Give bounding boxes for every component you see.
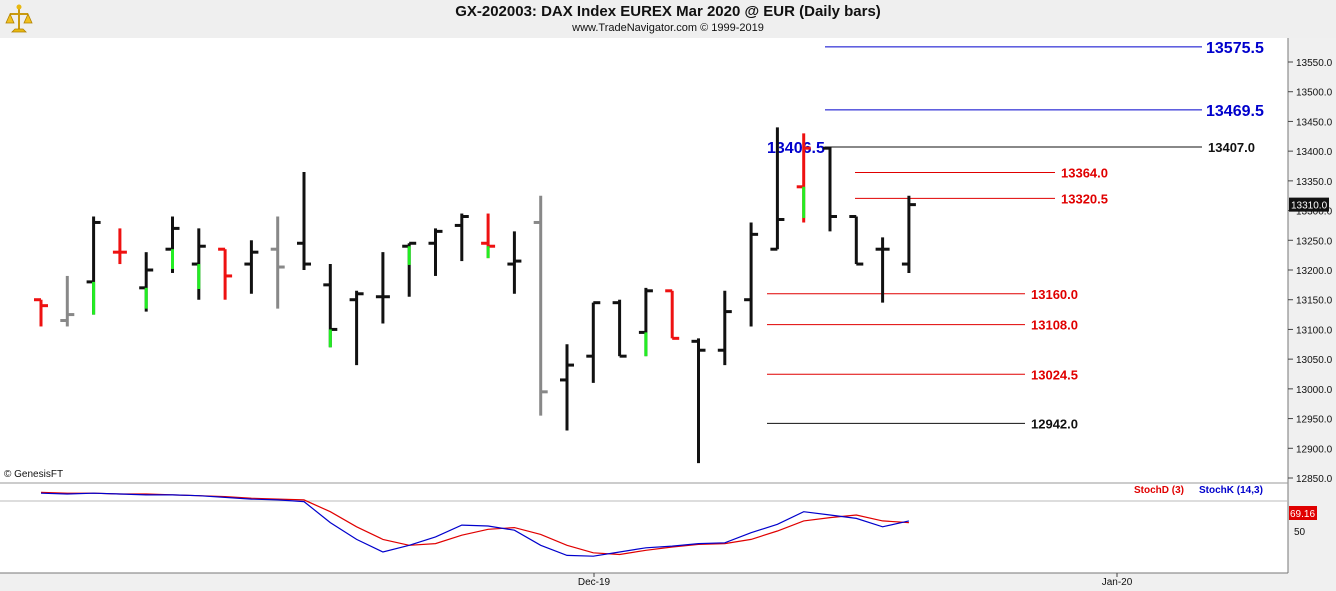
ohlc-bar (823, 146, 837, 232)
chart-header: GX-202003: DAX Index EUREX Mar 2020 @ EU… (0, 0, 1336, 38)
ohlc-bar (375, 252, 390, 324)
ohlc-bar (139, 252, 154, 312)
level-label: 13364.0 (1061, 166, 1108, 181)
level-label: 13160.0 (1031, 287, 1078, 302)
ohlc-bar (612, 299, 627, 358)
price-axis: 12850.0 12900.0 12950.0 13000.0 13050.0 13100… (0, 38, 1336, 591)
price-tick-label: 13000.0 (1296, 385, 1333, 396)
date-tick-label: Dec-19 (578, 577, 611, 588)
ohlc-bar (796, 133, 811, 223)
level-left-label: 13406.5 (767, 140, 825, 157)
ohlc-bar (349, 290, 364, 366)
stoch-tick-label: 50 (1294, 527, 1306, 538)
level-label: 13469.5 (1206, 103, 1264, 120)
stochastic-panel: StochD (3) StochK (14,3) 50 69.16 (40, 485, 1317, 557)
ohlc-bar (770, 127, 785, 251)
ohlc-bar (60, 275, 75, 327)
price-tick-label: 12850.0 (1296, 474, 1333, 485)
ohlc-bar (586, 301, 601, 383)
level-label: 12942.0 (1031, 416, 1078, 431)
ohlc-bar (560, 344, 574, 431)
ohlc-bar (507, 231, 522, 294)
ohlc-bar (691, 338, 706, 464)
ohlc-bar (165, 216, 180, 273)
ohlc-bar (533, 195, 548, 416)
stoch-last-label: 69.16 (1290, 509, 1315, 520)
ohlc-bar (901, 195, 916, 273)
date-tick-label: Jan-20 (1102, 577, 1133, 588)
date-axis-background (0, 573, 1288, 591)
ohlc-bar (34, 298, 48, 327)
ohlc-bar (744, 222, 759, 327)
ohlc-bar (112, 228, 127, 265)
price-tick-label: 13400.0 (1296, 147, 1333, 158)
price-tick-label: 13450.0 (1296, 117, 1333, 128)
level-label: 13407.0 (1208, 140, 1255, 155)
ohlc-bar (191, 228, 206, 300)
stoch-last-badge (1289, 506, 1317, 520)
price-tick-label: 13300.0 (1296, 207, 1333, 218)
stoch-k-legend: StochK (14,3) (1199, 485, 1263, 496)
price-tick-label: 13200.0 (1296, 266, 1333, 277)
ohlc-bar (297, 171, 311, 270)
level-label: 13320.5 (1061, 191, 1108, 206)
price-tick-label: 13500.0 (1296, 88, 1333, 99)
price-tick-label: 13050.0 (1296, 355, 1333, 366)
price-tick-label: 13350.0 (1296, 177, 1333, 188)
chart-title: GX-202003: DAX Index EUREX Mar 2020 @ EU… (455, 3, 881, 20)
ohlc-bar (665, 289, 680, 340)
date-axis: Dec-19 Jan-20 (0, 572, 1288, 591)
price-tick-label: 13100.0 (1296, 325, 1333, 336)
chart-subtitle: www.TradeNavigator.com © 1999-2019 (572, 22, 764, 34)
stoch-k-line (40, 492, 910, 557)
trade-navigator-logo-icon (5, 4, 33, 33)
last-price-badge (1289, 197, 1329, 212)
ohlc-bar (428, 228, 443, 276)
copyright-label: © GenesisFT (4, 469, 64, 480)
price-tick-label: 13150.0 (1296, 296, 1333, 307)
ohlc-bar (849, 215, 864, 266)
ohlc-bar (481, 213, 496, 259)
ohlc-bar (638, 287, 653, 357)
price-levels: 13575.5 13469.5 13407.0 13406.5 13364.0 13320… (767, 40, 1264, 431)
price-tick-label: 13250.0 (1296, 236, 1333, 247)
level-label: 13108.0 (1031, 318, 1078, 333)
ohlc-bar (717, 290, 732, 366)
last-price-label: 13310.0 (1291, 201, 1328, 212)
level-label: 13024.5 (1031, 367, 1078, 382)
price-tick-label: 12950.0 (1296, 415, 1333, 426)
ohlc-bar (218, 247, 233, 300)
stoch-d-legend: StochD (3) (1134, 485, 1184, 496)
price-axis-background (1288, 38, 1336, 591)
ohlc-bar (86, 216, 101, 315)
ohlc-bar (454, 213, 469, 262)
ohlc-bar (875, 237, 890, 303)
level-label: 13575.5 (1206, 40, 1264, 57)
ohlc-bars (34, 127, 916, 464)
ohlc-bar (402, 241, 417, 297)
price-tick-label: 12900.0 (1296, 444, 1333, 455)
ohlc-bar (323, 264, 338, 348)
ohlc-bar (244, 240, 259, 294)
ohlc-bar (270, 216, 285, 309)
price-tick-label: 13550.0 (1296, 58, 1333, 69)
plot-area[interactable] (0, 38, 1288, 573)
